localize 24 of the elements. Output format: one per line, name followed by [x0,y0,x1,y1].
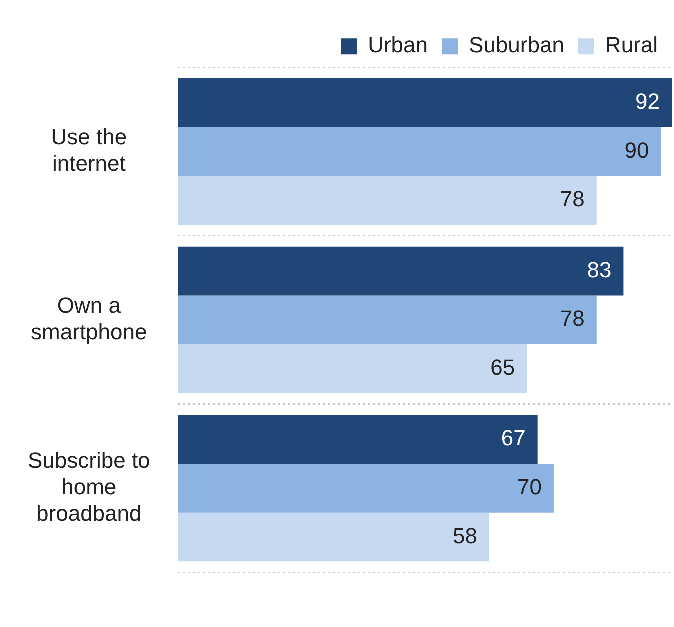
data-label: 70 [517,474,542,500]
bar [178,127,662,176]
data-label: 83 [587,257,612,282]
bar [178,78,672,128]
data-label: 78 [560,186,585,212]
bar [178,344,528,394]
bar [178,464,554,513]
bar [178,415,538,464]
legend-label: Rural [605,32,658,58]
bar [178,512,490,562]
bar [178,246,624,296]
y-tick-label: Use the internet [51,124,128,176]
data-label: 58 [453,523,478,548]
legend-label: Suburban [469,32,564,58]
y-tick-label: Subscribe to home broadband [28,448,150,526]
data-label: 92 [636,89,660,114]
y-tick-label: Own a smartphone [31,292,148,344]
bar [178,296,597,345]
legend-label: Urban [368,32,428,58]
data-label: 67 [501,426,526,451]
data-label: 78 [560,306,585,332]
data-label: 65 [490,354,516,380]
bar [178,176,597,225]
data-label: 90 [624,138,650,163]
